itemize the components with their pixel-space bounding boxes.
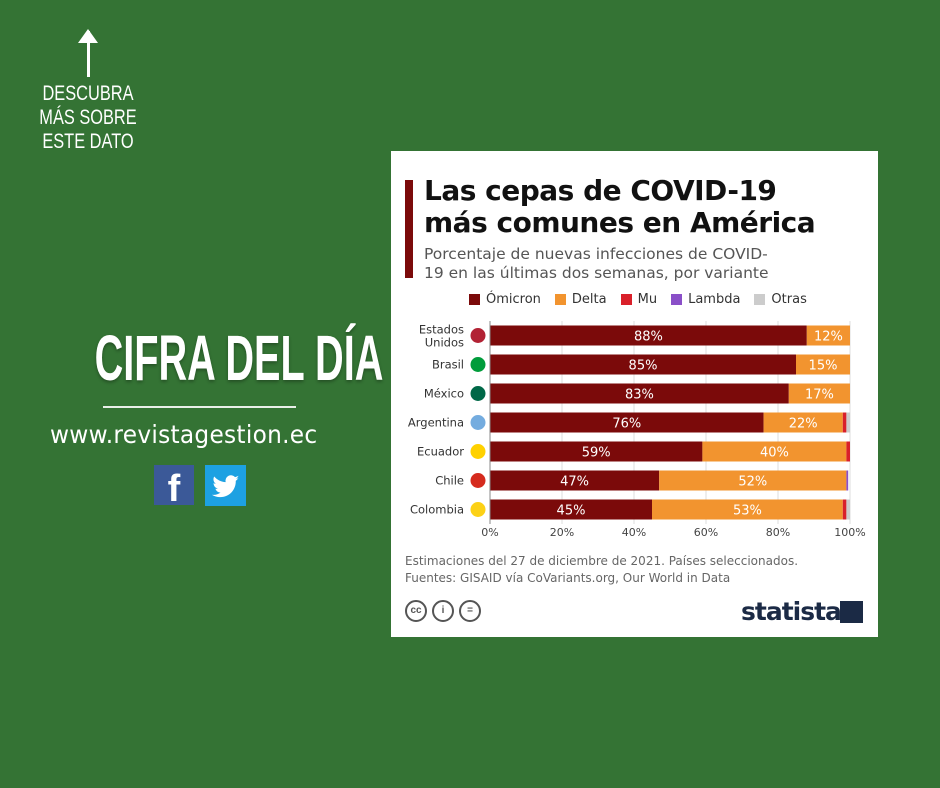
bar-segment-delta	[788, 383, 850, 404]
data-label: 12%	[814, 330, 843, 345]
flag-icon	[469, 327, 487, 344]
x-tick-label: 80%	[766, 526, 790, 539]
data-label: 40%	[760, 446, 789, 461]
legend-swatch	[620, 294, 632, 305]
bar-segment-delta	[763, 412, 843, 433]
bar-segment-delta	[702, 441, 847, 462]
category-label: Ecuador	[417, 445, 464, 459]
up-arrow-icon	[78, 29, 98, 77]
category-label: Unidos	[425, 336, 464, 350]
bar-segment-mu	[842, 499, 847, 520]
legend: Ómicron Delta Mu Lambda Otras	[469, 292, 807, 307]
bar-segment-lambda	[846, 470, 849, 491]
data-label: 88%	[634, 330, 663, 345]
note-estimates: Estimaciones del 27 de diciembre de 2021…	[405, 554, 799, 568]
data-label: 53%	[733, 504, 762, 519]
legend-label: Lambda	[688, 292, 741, 307]
flag-icon	[469, 501, 487, 518]
data-label: 15%	[809, 359, 838, 374]
data-label: 52%	[738, 475, 767, 490]
bar-segment-ómicron	[490, 470, 660, 491]
note-sources: Fuentes: GISAID vía CoVariants.org, Our …	[405, 571, 731, 585]
legend-swatch	[671, 294, 683, 305]
bar-segment-ómicron	[490, 412, 764, 433]
x-tick-label: 0%	[481, 526, 498, 539]
statista-logo-mark-icon	[840, 601, 863, 623]
flag-icon	[469, 472, 487, 489]
discover-more-link[interactable]: DESCUBRA MÁS SOBRE ESTE DATO	[39, 82, 137, 153]
chart-card: Las cepas de COVID-19 más comunes en Amé…	[391, 151, 878, 637]
legend-swatch	[754, 294, 766, 305]
category-label: Chile	[435, 474, 464, 488]
cc-icon[interactable]: cc	[405, 600, 427, 622]
legend-item: Delta	[554, 292, 607, 307]
facebook-icon[interactable]: f	[154, 465, 194, 505]
legend-swatch	[469, 294, 480, 305]
statista-logo[interactable]: statista	[741, 597, 842, 626]
headline: CIFRA DEL DÍA	[94, 322, 384, 394]
chart-title: Las cepas de COVID-19 más comunes en Amé…	[424, 174, 816, 239]
category-label: Colombia	[410, 503, 464, 517]
legend-label: Ómicron	[486, 292, 541, 307]
data-label: 85%	[629, 359, 658, 374]
attribution-icon[interactable]: i	[432, 600, 454, 622]
divider	[103, 406, 296, 408]
bar-segment-mu	[842, 412, 847, 433]
flag-icon	[469, 385, 487, 402]
chart-notes: Estimaciones del 27 de diciembre de 2021…	[405, 553, 798, 587]
legend-item: Ómicron	[469, 292, 541, 307]
category-label: México	[424, 387, 464, 401]
x-tick-label: 20%	[550, 526, 574, 539]
legend-item: Otras	[754, 292, 807, 307]
website-link[interactable]: www.revistagestion.ec	[50, 420, 318, 449]
bar-segment-ómicron	[490, 441, 703, 462]
category-label: Estados	[419, 323, 464, 337]
bar-segment-delta	[652, 499, 843, 520]
legend-label: Otras	[771, 292, 807, 307]
x-tick-label: 40%	[622, 526, 646, 539]
bar-segment-delta	[806, 325, 850, 346]
bar-segment-ómicron	[490, 325, 807, 346]
bar-segment-otras	[846, 412, 850, 433]
data-label: 59%	[582, 446, 611, 461]
flag-icon	[469, 356, 487, 373]
category-label: Brasil	[432, 358, 464, 372]
category-label: Argentina	[408, 416, 464, 430]
flag-icon	[469, 414, 487, 431]
no-derivatives-icon[interactable]: =	[459, 600, 481, 622]
legend-label: Mu	[637, 292, 658, 307]
legend-item: Mu	[620, 292, 658, 307]
bar-segment-otras	[846, 499, 850, 520]
data-label: 17%	[805, 388, 834, 403]
legend-item: Lambda	[671, 292, 740, 307]
bar-segment-delta	[659, 470, 847, 491]
chart-subtitle: Porcentaje de nuevas infecciones de COVI…	[424, 245, 769, 282]
bar-segment-ómicron	[490, 354, 796, 375]
x-tick-label: 100%	[834, 526, 865, 539]
data-label: 76%	[612, 417, 641, 432]
license-icons[interactable]: cc i =	[405, 600, 481, 622]
data-label: 22%	[789, 417, 818, 432]
bar-segment-delta	[796, 354, 850, 375]
x-tick-label: 60%	[694, 526, 718, 539]
bar-segment-ómicron	[490, 499, 652, 520]
data-label: 83%	[625, 388, 654, 403]
legend-label: Delta	[571, 292, 607, 307]
bar-segment-ómicron	[490, 383, 789, 404]
legend-swatch	[554, 294, 566, 305]
data-label: 47%	[560, 475, 589, 490]
bar-segment-mu	[846, 441, 850, 462]
title-accent-bar	[405, 180, 413, 278]
data-label: 45%	[557, 504, 586, 519]
flag-icon	[469, 443, 487, 460]
twitter-icon[interactable]	[205, 465, 246, 506]
